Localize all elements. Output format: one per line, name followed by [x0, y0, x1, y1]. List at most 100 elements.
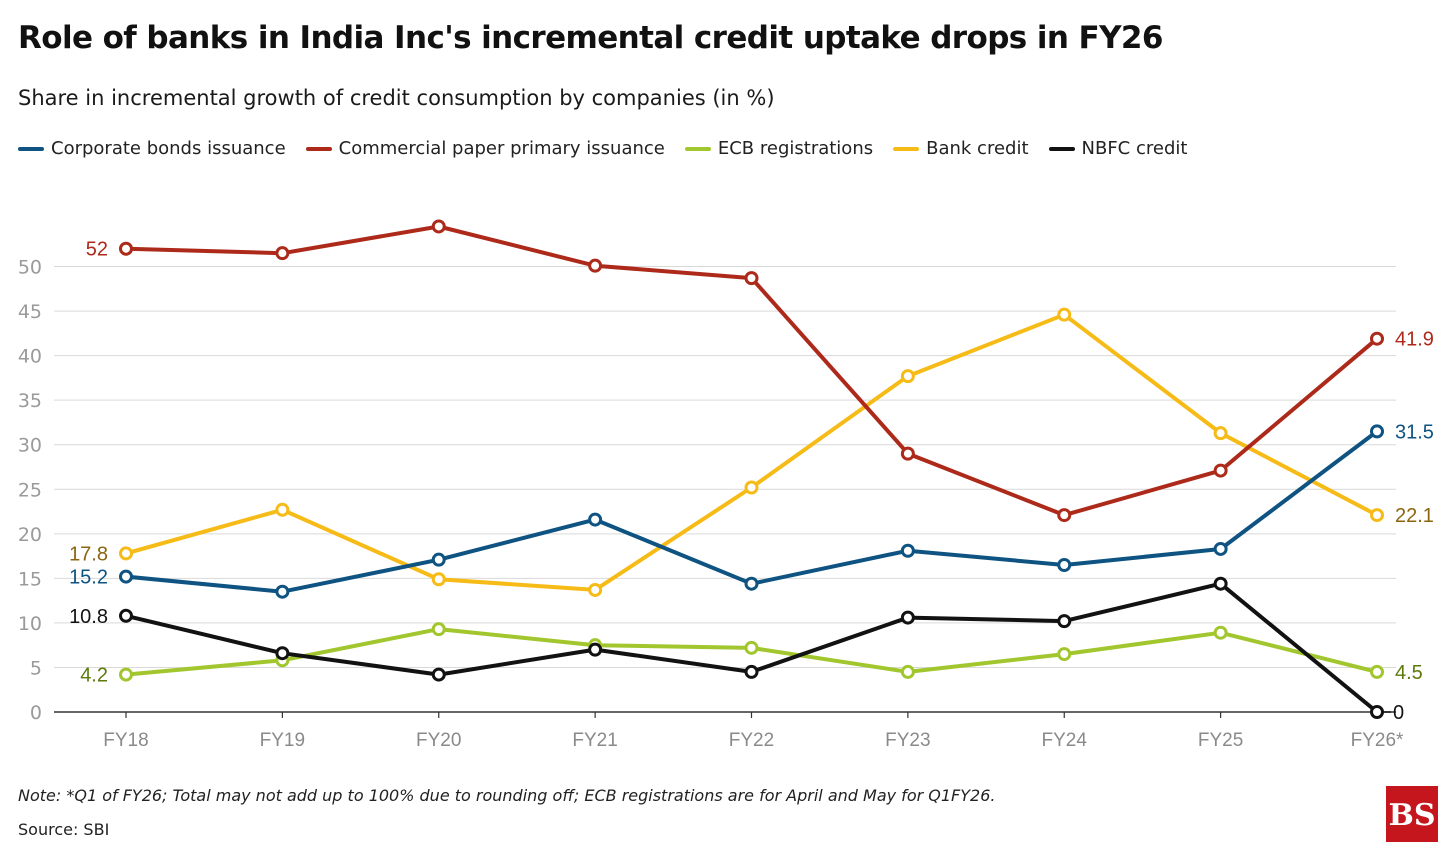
data-point [1213, 576, 1228, 591]
legend-item-corporate-bonds: Corporate bonds issuance [18, 138, 286, 159]
data-point [119, 608, 133, 623]
end-value-label: 4.5 [1395, 662, 1423, 684]
data-point [744, 664, 759, 679]
y-tick-label: 10 [18, 613, 42, 635]
x-tick-label: FY26* [1351, 730, 1404, 751]
legend-label: Bank credit [926, 138, 1029, 159]
x-tick-label: FY19 [260, 730, 305, 751]
legend-swatch [893, 146, 920, 151]
data-point [275, 246, 290, 261]
start-value-label: 10.8 [69, 606, 108, 628]
data-point [900, 369, 915, 384]
legend-label: NBFC credit [1081, 138, 1188, 159]
data-point [1213, 426, 1228, 441]
data-point [275, 646, 290, 661]
y-tick-label: 15 [18, 568, 42, 590]
line-chart: 0 5 10 15 20 25 30 35 40 45 50 FY18 FY19 FY20 FY21 FY22… [18, 219, 1434, 751]
data-point [119, 241, 133, 256]
data-point [275, 584, 290, 599]
y-tick-label: 35 [18, 390, 42, 412]
data-point [744, 640, 759, 655]
y-tick-label: 45 [18, 301, 42, 323]
bs-logo-mark: BS [1388, 798, 1435, 833]
start-value-label: 4.2 [80, 665, 108, 687]
x-tick-label: FY24 [1042, 730, 1088, 751]
start-value-label: 17.8 [69, 543, 108, 565]
start-value-label: 15.2 [69, 567, 108, 589]
end-value-label: 41.9 [1395, 329, 1434, 351]
legend-item-nbfc-credit: NBFC credit [1048, 138, 1188, 159]
data-point [1370, 705, 1384, 719]
legend-item-ecb-registrations: ECB registrations [684, 138, 874, 159]
chart-subtitle: Share in incremental growth of credit co… [18, 86, 775, 110]
end-value-label: 31.5 [1395, 421, 1434, 443]
data-point [588, 512, 603, 527]
legend-item-bank-credit: Bank credit [893, 138, 1029, 159]
source-credit: Source: SBI [18, 820, 110, 839]
gridlines [54, 266, 1396, 668]
legend: Corporate bonds issuance Commercial pape… [18, 138, 1187, 159]
end-value-label: 22.1 [1395, 505, 1434, 527]
data-point [119, 569, 133, 584]
x-tick-label: FY25 [1198, 730, 1243, 751]
y-tick-label: 20 [18, 524, 42, 546]
axes: 0 5 10 15 20 25 30 35 40 45 50 FY18 FY19 FY20 FY21 FY22… [18, 257, 1404, 751]
chart-title: Role of banks in India Inc's incremental… [18, 20, 1163, 56]
x-tick-label: FY23 [885, 730, 930, 751]
data-point [900, 664, 915, 679]
legend-label: Commercial paper primary issuance [338, 138, 665, 159]
data-point [588, 258, 603, 273]
data-point [744, 576, 759, 591]
data-point [431, 622, 446, 637]
data-labels: 15.2 31.5 52 41.9 4.2 4.5 17.8 22.1 10.8 0 [69, 239, 1434, 724]
y-tick-label: 25 [18, 479, 42, 501]
y-tick-label: 50 [18, 257, 42, 279]
data-point [1057, 307, 1072, 322]
y-tick-label: 5 [30, 657, 42, 679]
data-point [588, 642, 603, 657]
data-point [1057, 508, 1072, 523]
legend-item-commercial-paper: Commercial paper primary issuance [305, 138, 665, 159]
data-point [1370, 664, 1384, 679]
x-tick-label: FY20 [416, 730, 461, 751]
x-tick-label: FY21 [572, 730, 617, 751]
legend-swatch [305, 146, 332, 151]
footnote: Note: *Q1 of FY26; Total may not add up … [18, 786, 996, 805]
data-point [1370, 331, 1384, 346]
data-point [1057, 614, 1072, 629]
y-tick-label: 30 [18, 435, 42, 457]
start-value-label: 52 [86, 239, 108, 261]
data-point [431, 572, 446, 587]
data-point [431, 667, 446, 682]
y-tick-label: 40 [18, 346, 42, 368]
data-point [1370, 508, 1384, 523]
data-point [588, 582, 603, 597]
legend-label: Corporate bonds issuance [51, 138, 286, 159]
series-line [124, 429, 1379, 594]
legend-swatch [684, 146, 711, 151]
bs-logo-text: BS [1388, 798, 1435, 833]
data-point [275, 502, 290, 517]
bs-logo: BS [1386, 786, 1438, 842]
end-value-label: 0 [1393, 702, 1404, 724]
x-tick-label: FY18 [103, 730, 148, 751]
series-lines [119, 219, 1384, 719]
data-point [744, 480, 759, 495]
data-point [1213, 463, 1228, 478]
legend-swatch [1048, 146, 1075, 151]
data-point [1057, 647, 1072, 662]
data-point [900, 610, 915, 625]
data-point [744, 271, 759, 286]
legend-swatch [18, 146, 44, 151]
data-point [900, 446, 915, 461]
data-point [1213, 625, 1228, 640]
data-point [1057, 558, 1072, 572]
data-point [119, 667, 133, 682]
x-tick-label: FY22 [729, 730, 774, 751]
data-point [119, 546, 133, 561]
legend-label: ECB registrations [717, 138, 874, 159]
y-tick-label: 0 [30, 702, 42, 724]
data-point [1370, 424, 1384, 439]
data-point [431, 219, 446, 234]
data-point [900, 543, 915, 558]
